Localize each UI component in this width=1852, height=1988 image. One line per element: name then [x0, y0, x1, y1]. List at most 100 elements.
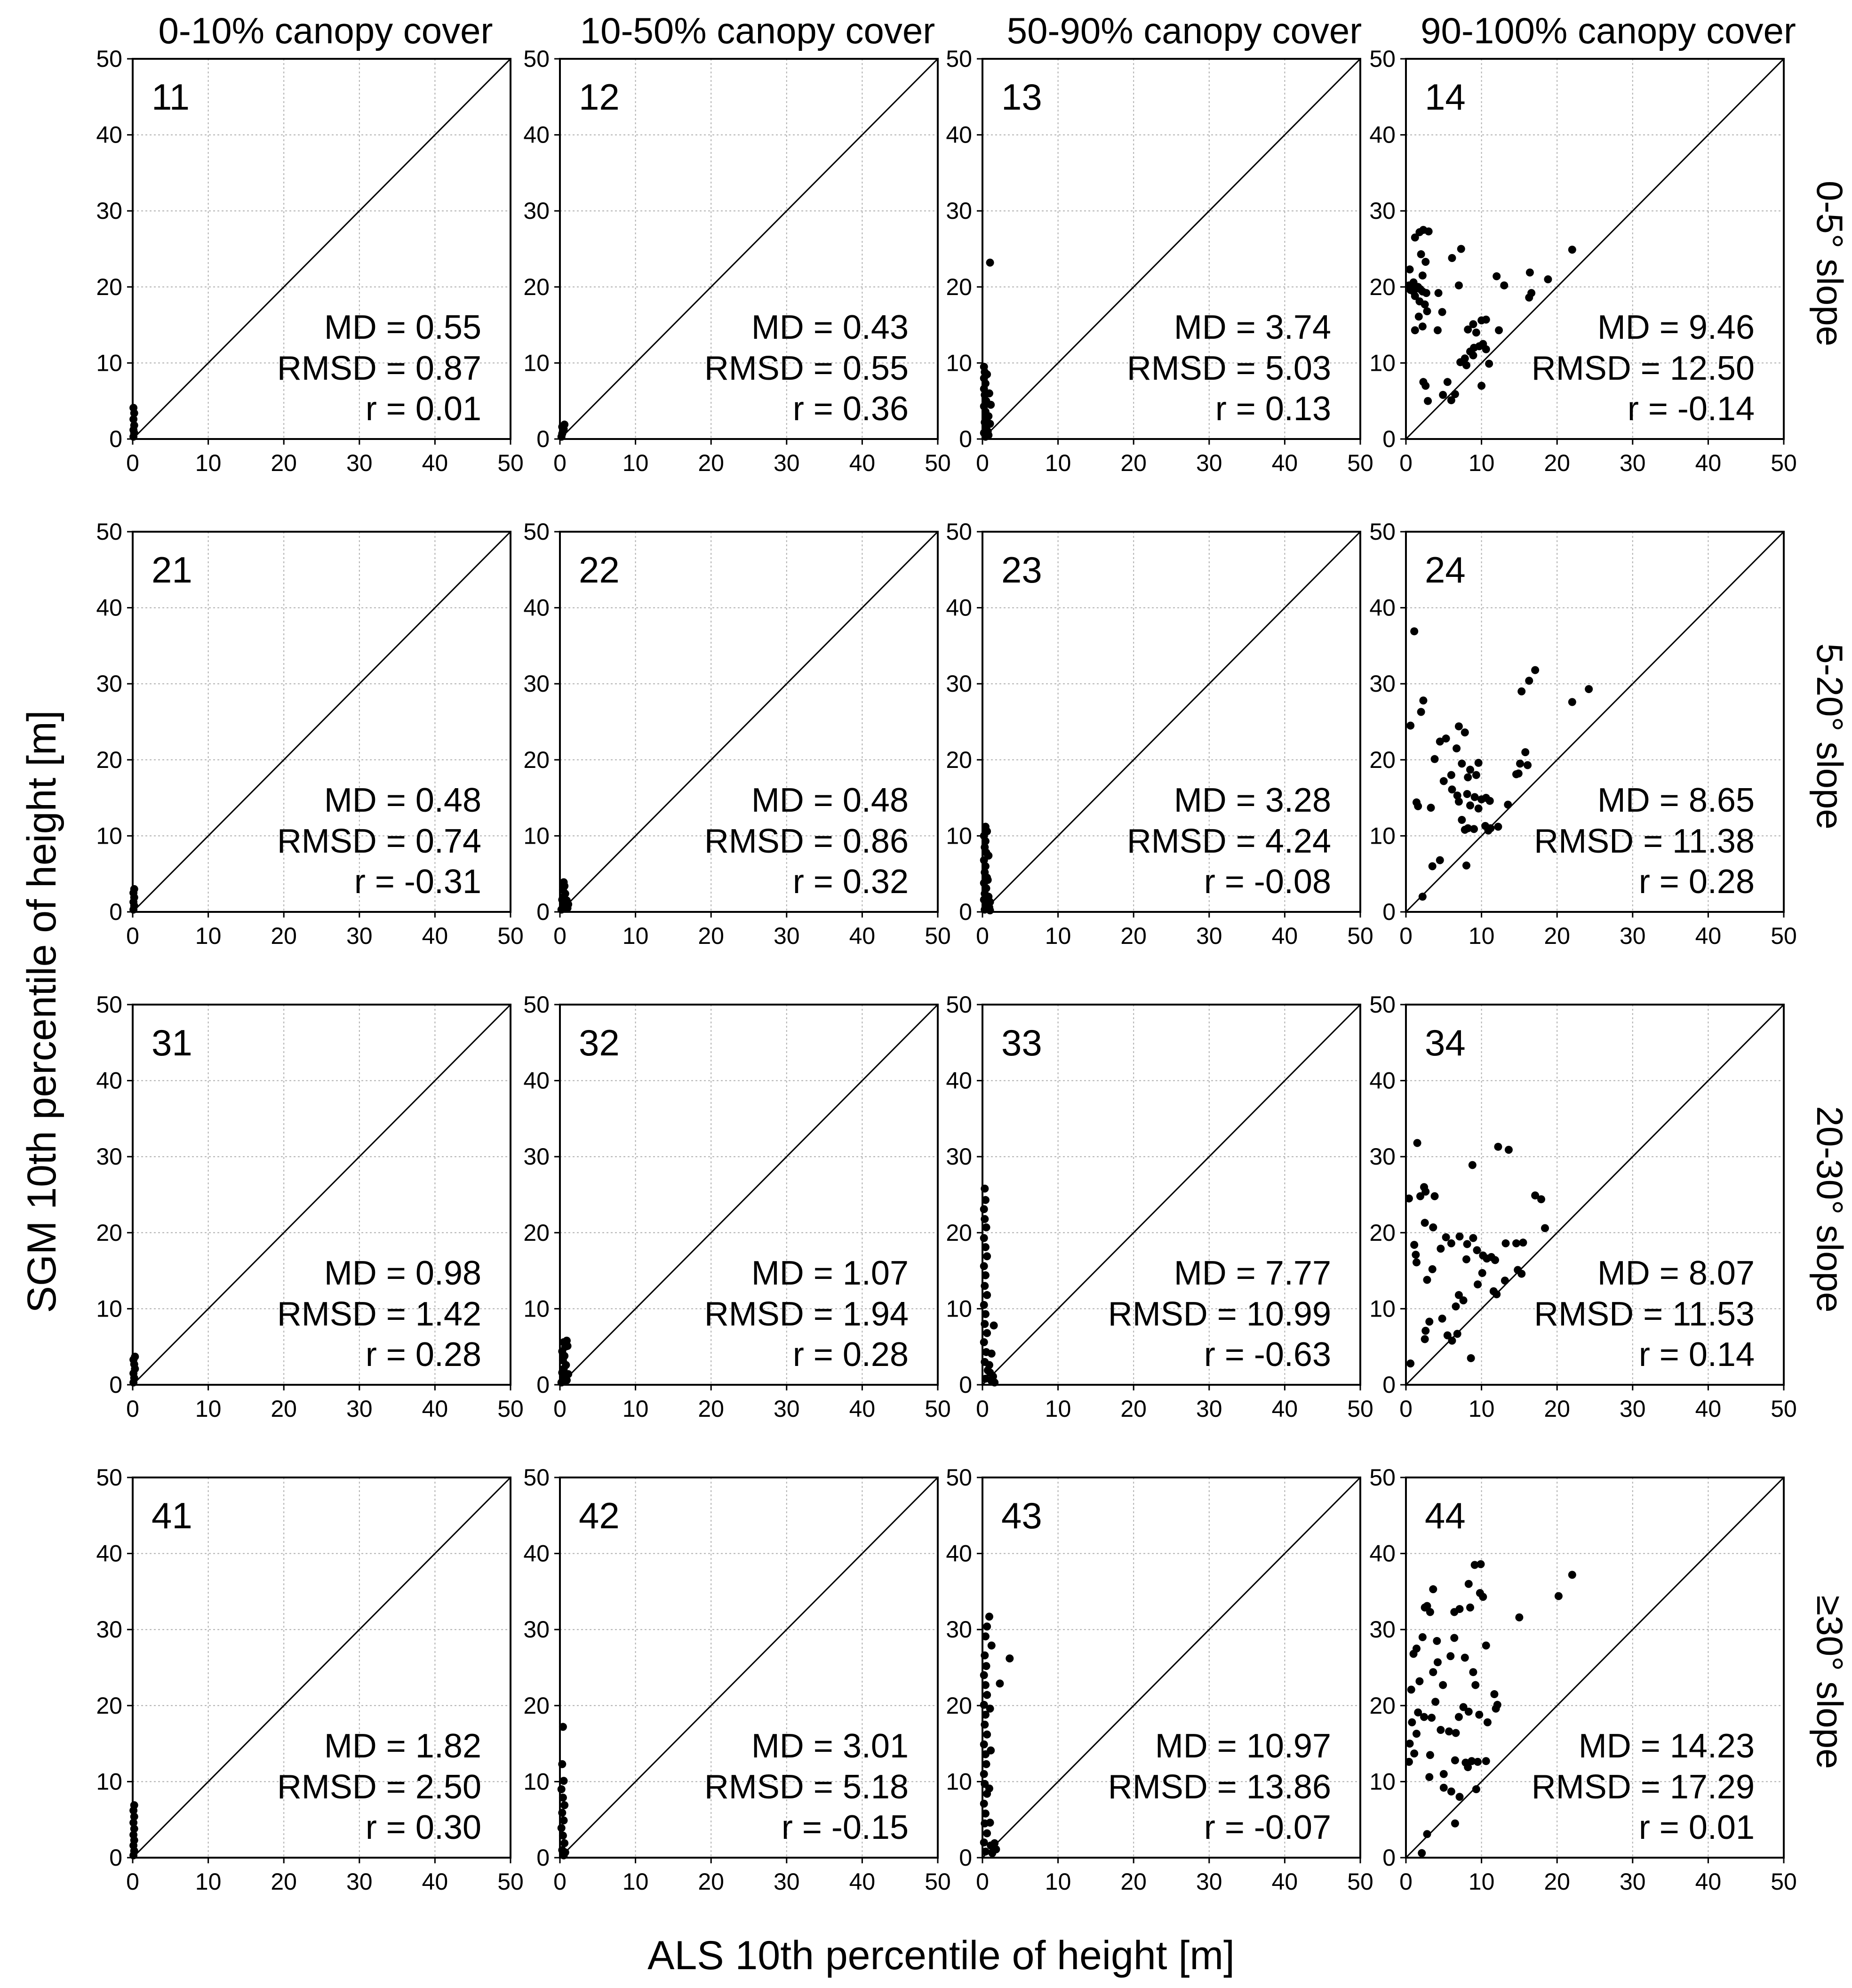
x-tick-label: 20	[271, 923, 297, 949]
data-point	[1452, 1302, 1460, 1311]
data-point	[1417, 708, 1425, 716]
x-tick-label: 50	[497, 1396, 524, 1422]
x-tick-label: 20	[698, 1396, 724, 1422]
data-point	[1409, 1650, 1418, 1658]
y-tick-label: 0	[109, 899, 122, 925]
gridlines	[560, 1005, 938, 1385]
x-tick-label: 0	[1399, 1396, 1413, 1422]
data-point	[1405, 265, 1414, 274]
stat-r: r = 0.13	[1215, 390, 1331, 428]
one-to-one-line	[1405, 58, 1785, 440]
y-tick-label: 30	[96, 198, 122, 224]
panel-id: 44	[1425, 1495, 1466, 1536]
data-point	[1453, 791, 1461, 800]
data-point	[1525, 268, 1534, 277]
x-tick-label: 40	[849, 1868, 876, 1895]
gridlines	[1406, 1005, 1784, 1385]
data-point	[1413, 1139, 1421, 1147]
plot-frame	[982, 1004, 1361, 1386]
x-tick-label: 20	[1120, 1396, 1147, 1422]
data-point	[1461, 728, 1469, 737]
column-title-cover-0-10: 0-10% canopy cover	[158, 10, 493, 51]
data-point	[1410, 1241, 1419, 1249]
data-point	[980, 1740, 988, 1748]
y-tick-label: 40	[96, 1541, 122, 1567]
x-tick-label: 30	[346, 923, 373, 949]
x-tick-label: 30	[1196, 923, 1222, 949]
panel-id: 41	[152, 1495, 192, 1536]
stat-md: MD = 3.28	[1174, 782, 1331, 819]
data-point	[1437, 1726, 1445, 1734]
data-point	[1568, 698, 1576, 706]
data-point	[1455, 1793, 1464, 1801]
stat-md: MD = 1.82	[324, 1727, 481, 1765]
x-tick-label: 0	[553, 923, 567, 949]
data-point	[1472, 771, 1480, 779]
y-tick-label: 50	[946, 991, 972, 1018]
y-tick-label: 40	[1369, 595, 1396, 621]
data-point	[1525, 293, 1533, 302]
data-point	[1568, 1571, 1576, 1579]
data-point	[980, 1234, 988, 1242]
scatter-panel-12: 00 10 10 20 20 30 30 40 40 50 50 12 MD = 0.43 RMSD = …	[523, 46, 950, 476]
x-tick-label: 40	[1272, 450, 1298, 476]
x-tick-label: 10	[1469, 1868, 1495, 1895]
stat-md: MD = 8.07	[1597, 1254, 1755, 1292]
row-titles: 0-5° slope 5-20° slope 20-30° slope ≥30°…	[1809, 181, 1851, 1769]
x-tick-label: 0	[1399, 1868, 1413, 1895]
data-point	[1544, 275, 1552, 284]
data-point	[1429, 1223, 1437, 1231]
data-point	[1450, 1634, 1459, 1642]
data-point	[1493, 1290, 1501, 1299]
data-point	[559, 1723, 567, 1731]
data-point	[1430, 755, 1439, 763]
x-tick-label: 40	[849, 923, 876, 949]
row-title-slope-30-plus: ≥30° slope	[1809, 1596, 1851, 1769]
y-tick-label: 30	[96, 671, 122, 697]
y-tick-label: 0	[1382, 1844, 1396, 1871]
x-tick-label: 0	[126, 923, 139, 949]
data-point	[1504, 1146, 1513, 1154]
data-point	[1423, 1276, 1431, 1284]
one-to-one-line	[559, 531, 939, 913]
data-point	[1428, 1714, 1436, 1722]
data-point	[1494, 822, 1502, 831]
x-tick-label: 50	[925, 1868, 951, 1895]
data-point	[980, 1301, 988, 1309]
stat-r: r = -0.07	[1204, 1809, 1331, 1846]
x-tick-label: 10	[1469, 450, 1495, 476]
x-tick-label: 50	[925, 450, 951, 476]
panel-id: 13	[1001, 76, 1042, 118]
gridlines	[982, 1005, 1360, 1385]
data-point	[983, 1252, 991, 1261]
data-point	[1516, 759, 1525, 768]
data-point	[1585, 685, 1593, 694]
data-point	[980, 1671, 988, 1679]
x-tick-label: 0	[976, 450, 989, 476]
data-point	[1493, 272, 1501, 280]
data-point	[1483, 1718, 1492, 1726]
x-tick-label: 20	[1544, 1396, 1570, 1422]
data-point	[985, 389, 993, 398]
y-tick-label: 40	[523, 122, 550, 148]
data-point	[1537, 1195, 1545, 1204]
y-tick-label: 10	[96, 822, 122, 849]
data-point	[1428, 1265, 1437, 1273]
x-tick-label: 10	[1469, 923, 1495, 949]
data-point	[986, 1819, 994, 1827]
stat-r: r = -0.14	[1628, 390, 1755, 428]
y-tick-label: 50	[1369, 991, 1396, 1018]
y-tick-label: 40	[523, 595, 550, 621]
data-point	[1531, 1191, 1540, 1200]
x-tick-label: 50	[497, 450, 524, 476]
data-point	[1408, 1718, 1416, 1726]
data-point	[1468, 1161, 1477, 1169]
data-point	[983, 1329, 991, 1337]
y-tick-label: 40	[1369, 122, 1396, 148]
data-point	[1423, 307, 1431, 316]
data-point	[1469, 1234, 1477, 1242]
y-tick-label: 10	[523, 350, 550, 376]
